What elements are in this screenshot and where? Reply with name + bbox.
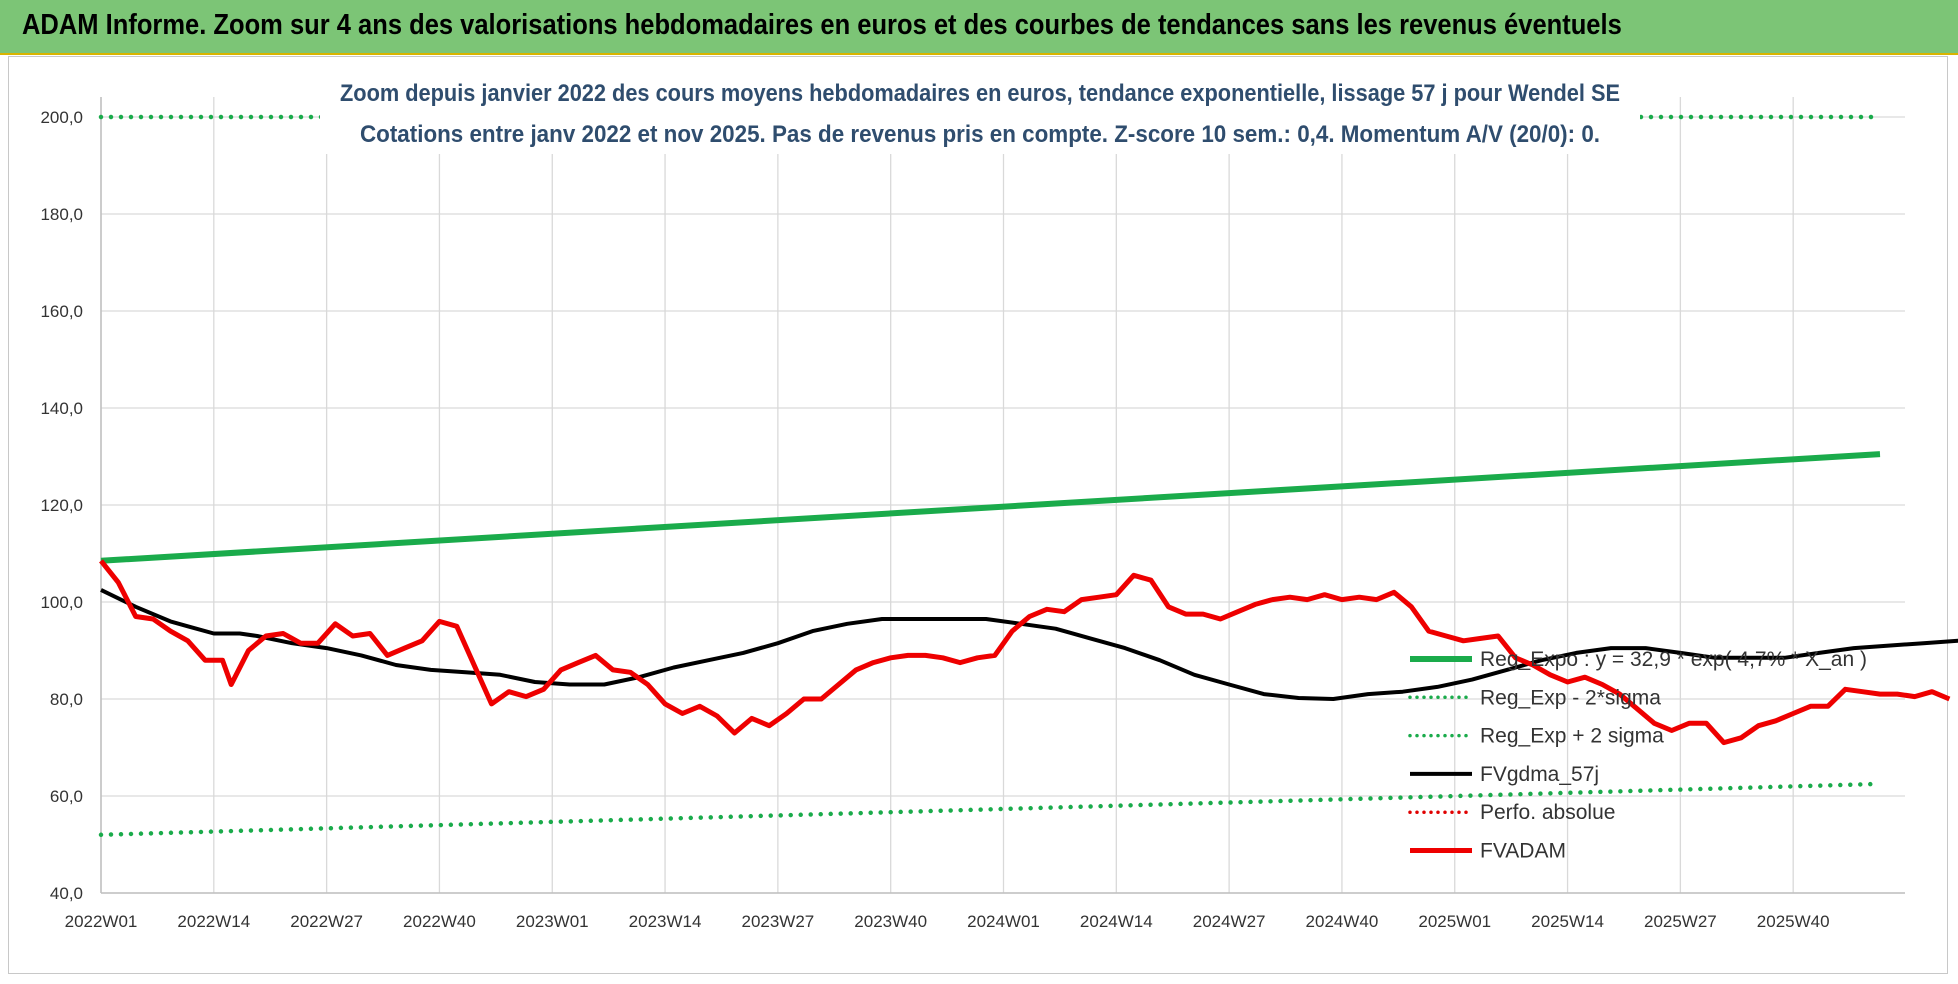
x-tick-label: 2023W01 xyxy=(516,912,589,931)
y-tick-label: 180,0 xyxy=(40,205,83,224)
x-tick-label: 2025W01 xyxy=(1418,912,1491,931)
x-tick-label: 2022W01 xyxy=(65,912,138,931)
legend-label: FVADAM xyxy=(1480,840,1566,863)
y-tick-label: 60,0 xyxy=(50,787,83,806)
x-tick-label: 2025W27 xyxy=(1644,912,1717,931)
y-tick-label: 140,0 xyxy=(40,399,83,418)
y-tick-label: 160,0 xyxy=(40,302,83,321)
chart-series xyxy=(98,114,1958,838)
chart-title: Zoom depuis janvier 2022 des cours moyen… xyxy=(340,80,1620,107)
x-tick-label: 2024W01 xyxy=(967,912,1040,931)
chart-frame xyxy=(8,56,1948,974)
y-tick-label: 80,0 xyxy=(50,690,83,709)
x-tick-label: 2024W14 xyxy=(1080,912,1153,931)
x-tick-label: 2022W27 xyxy=(290,912,363,931)
legend-label: Perfo. absolue xyxy=(1480,801,1615,824)
x-tick-label: 2025W40 xyxy=(1757,912,1830,931)
report-banner: ADAM Informe. Zoom sur 4 ans des valoris… xyxy=(0,0,1958,55)
x-tick-label: 2022W14 xyxy=(177,912,250,931)
legend-label: Reg_Exp - 2*sigma xyxy=(1480,686,1661,709)
x-tick-label: 2023W27 xyxy=(741,912,814,931)
series-line-1 xyxy=(98,781,1883,838)
chart-legend: Reg_Expo : y = 32,9 * exp( 4,7% * X_an )… xyxy=(1408,648,1867,863)
chart-grid xyxy=(100,97,1905,894)
chart-titles: Zoom depuis janvier 2022 des cours moyen… xyxy=(320,72,1640,154)
banner-title: ADAM Informe. Zoom sur 4 ans des valoris… xyxy=(22,9,1622,41)
y-tick-label: 40,0 xyxy=(50,884,83,903)
legend-label: Reg_Exp + 2 sigma xyxy=(1480,725,1664,748)
legend-label: FVgdma_57j xyxy=(1480,763,1599,786)
y-tick-label: 200,0 xyxy=(40,108,83,127)
y-tick-label: 120,0 xyxy=(40,496,83,515)
x-tick-label: 2024W27 xyxy=(1193,912,1266,931)
y-axis-ticks: 40,0 60,0 80,0 100,0 120,0 140,0 160,0 180,0 200… xyxy=(40,108,83,903)
chart-subtitle: Cotations entre janv 2022 et nov 2025. P… xyxy=(360,121,1600,148)
x-tick-label: 2023W40 xyxy=(854,912,927,931)
series-line-0 xyxy=(100,451,1881,564)
x-tick-label: 2025W14 xyxy=(1531,912,1604,931)
x-tick-label: 2024W40 xyxy=(1306,912,1379,931)
y-tick-label: 100,0 xyxy=(40,593,83,612)
series-line-5 xyxy=(99,559,1951,746)
x-axis-ticks: 2022W01 2022W14 2022W27 2022W40 2023W01 2023W… xyxy=(65,912,1830,931)
legend-label: Reg_Expo : y = 32,9 * exp( 4,7% * X_an ) xyxy=(1480,648,1867,671)
x-tick-label: 2022W40 xyxy=(403,912,476,931)
x-tick-label: 2023W14 xyxy=(629,912,702,931)
